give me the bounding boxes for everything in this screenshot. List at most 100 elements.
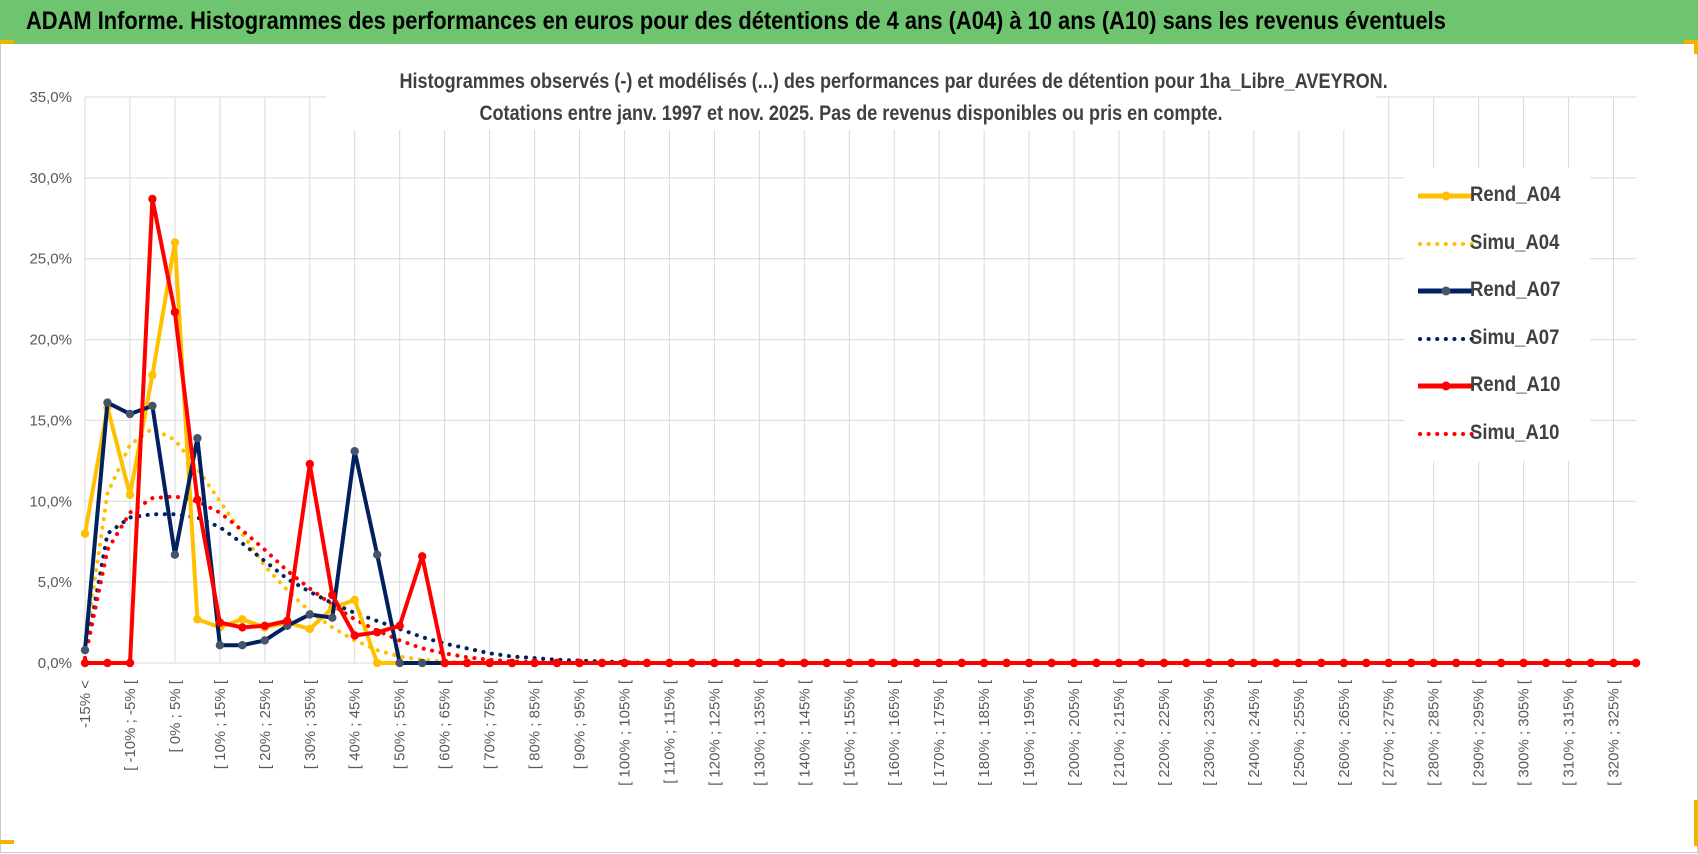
legend-swatch xyxy=(1418,191,1474,201)
data-point xyxy=(1294,658,1304,668)
data-point xyxy=(1317,658,1326,668)
data-point xyxy=(1452,658,1461,668)
data-point xyxy=(373,550,382,559)
data-point xyxy=(1092,658,1101,668)
data-point xyxy=(1047,658,1056,668)
x-tick-label: [ 150% ; 155% [ xyxy=(841,679,858,786)
data-point xyxy=(597,658,607,668)
data-point xyxy=(530,658,539,668)
x-tick-label: -15% < xyxy=(77,680,94,728)
data-point xyxy=(620,658,629,668)
y-tick-label: 15,0% xyxy=(29,412,72,429)
data-point xyxy=(80,529,90,538)
x-tick-label: [ 280% ; 285% [ xyxy=(1426,679,1443,786)
x-tick-label: [ 120% ; 125% [ xyxy=(706,679,723,786)
y-tick-label: 20,0% xyxy=(29,332,72,349)
data-point xyxy=(1586,658,1596,668)
data-point xyxy=(238,623,247,632)
data-point xyxy=(80,658,90,668)
x-tick-label: [ 240% ; 245% [ xyxy=(1246,679,1263,786)
y-axis-labels: 0,0% 5,0% 10,0% 15,0% 20,0% 25,0% 30,0% 35,0% xyxy=(29,89,72,672)
data-point xyxy=(238,641,247,650)
x-tick-label: [ 20% ; 25% [ xyxy=(257,679,274,769)
x-tick-label: [ 220% ; 225% [ xyxy=(1156,679,1173,786)
x-tick-label: [ 70% ; 75% [ xyxy=(482,679,499,769)
legend-label: Simu_A07 xyxy=(1470,325,1560,349)
data-point xyxy=(732,658,742,668)
x-tick-label: [ 200% ; 205% [ xyxy=(1066,679,1083,786)
data-point xyxy=(418,658,427,668)
legend-item: Rend_A04 xyxy=(1404,172,1590,220)
data-point xyxy=(912,658,921,668)
data-point xyxy=(260,621,269,630)
data-point xyxy=(1631,658,1641,668)
series-line xyxy=(83,426,1638,665)
series-simu-a07 xyxy=(83,512,1638,665)
data-point xyxy=(777,658,786,668)
data-point xyxy=(687,658,697,668)
data-point xyxy=(193,434,202,443)
data-point xyxy=(373,628,382,637)
legend-label: Rend_A07 xyxy=(1470,278,1561,301)
data-point xyxy=(462,658,472,668)
x-tick-label: [ 140% ; 145% [ xyxy=(796,679,813,786)
data-point xyxy=(552,658,562,668)
data-point xyxy=(350,595,359,605)
data-point xyxy=(1249,658,1259,668)
legend-swatch xyxy=(1418,241,1474,246)
data-point xyxy=(350,447,359,456)
data-point xyxy=(800,658,809,668)
x-tick-label: [ 300% ; 305% [ xyxy=(1516,679,1533,786)
series-line xyxy=(85,196,1636,665)
data-point xyxy=(283,616,292,626)
data-point xyxy=(1069,658,1079,668)
data-point xyxy=(1474,658,1483,668)
data-point xyxy=(1227,658,1236,668)
x-tick-label: [ 230% ; 235% [ xyxy=(1201,679,1218,786)
y-tick-label: 10,0% xyxy=(29,493,72,510)
x-tick-label: [ -10% ; -5% [ xyxy=(122,679,139,771)
data-point xyxy=(1024,658,1034,668)
x-tick-label: [ 320% ; 325% [ xyxy=(1606,679,1623,786)
legend-swatch xyxy=(1418,431,1474,436)
chart-legend: Rend_A04 Simu_A04 Rend_A07 Simu_A07 Rend_A10… xyxy=(1404,168,1590,461)
chart-series xyxy=(80,194,1641,668)
legend-label: Simu_A10 xyxy=(1470,420,1560,444)
data-point xyxy=(1384,658,1393,668)
data-point xyxy=(1159,658,1169,668)
data-point xyxy=(755,658,764,668)
legend-label: Rend_A10 xyxy=(1470,373,1561,396)
x-tick-label: [ 180% ; 185% [ xyxy=(976,679,993,786)
data-point xyxy=(935,658,944,668)
legend-item: Rend_A07 xyxy=(1404,267,1590,315)
corner-marker xyxy=(1694,800,1698,846)
corner-marker xyxy=(0,840,14,844)
data-point xyxy=(957,658,966,668)
data-point xyxy=(1339,658,1349,668)
x-tick-label: [ 40% ; 45% [ xyxy=(347,679,364,769)
data-point xyxy=(440,658,449,668)
legend-item: Simu_A07 xyxy=(1404,315,1590,363)
legend-item: Rend_A10 xyxy=(1404,362,1590,410)
data-point xyxy=(193,495,202,504)
data-point xyxy=(979,658,989,668)
data-point xyxy=(395,658,404,668)
legend-label: Rend_A04 xyxy=(1470,183,1561,206)
chart-title-line: Histogrammes observés (-) et modélisés (… xyxy=(399,70,1388,93)
corner-marker xyxy=(1694,44,1698,54)
chart-subtitle-line: Cotations entre janv. 1997 et nov. 2025.… xyxy=(479,102,1223,125)
data-point xyxy=(148,370,157,380)
data-point xyxy=(1609,658,1618,668)
data-point xyxy=(845,658,854,668)
data-point xyxy=(193,615,202,624)
data-point xyxy=(1362,658,1371,668)
data-point xyxy=(1496,658,1506,668)
x-tick-label: [ 210% ; 215% [ xyxy=(1111,679,1128,786)
x-tick-label: [ 160% ; 165% [ xyxy=(886,679,903,786)
x-tick-label: [ 270% ; 275% [ xyxy=(1381,679,1398,786)
x-tick-label: [ 0% ; 5% [ xyxy=(167,679,184,752)
legend-item: Simu_A10 xyxy=(1404,410,1590,458)
data-point xyxy=(1137,658,1146,668)
data-point xyxy=(665,658,674,668)
